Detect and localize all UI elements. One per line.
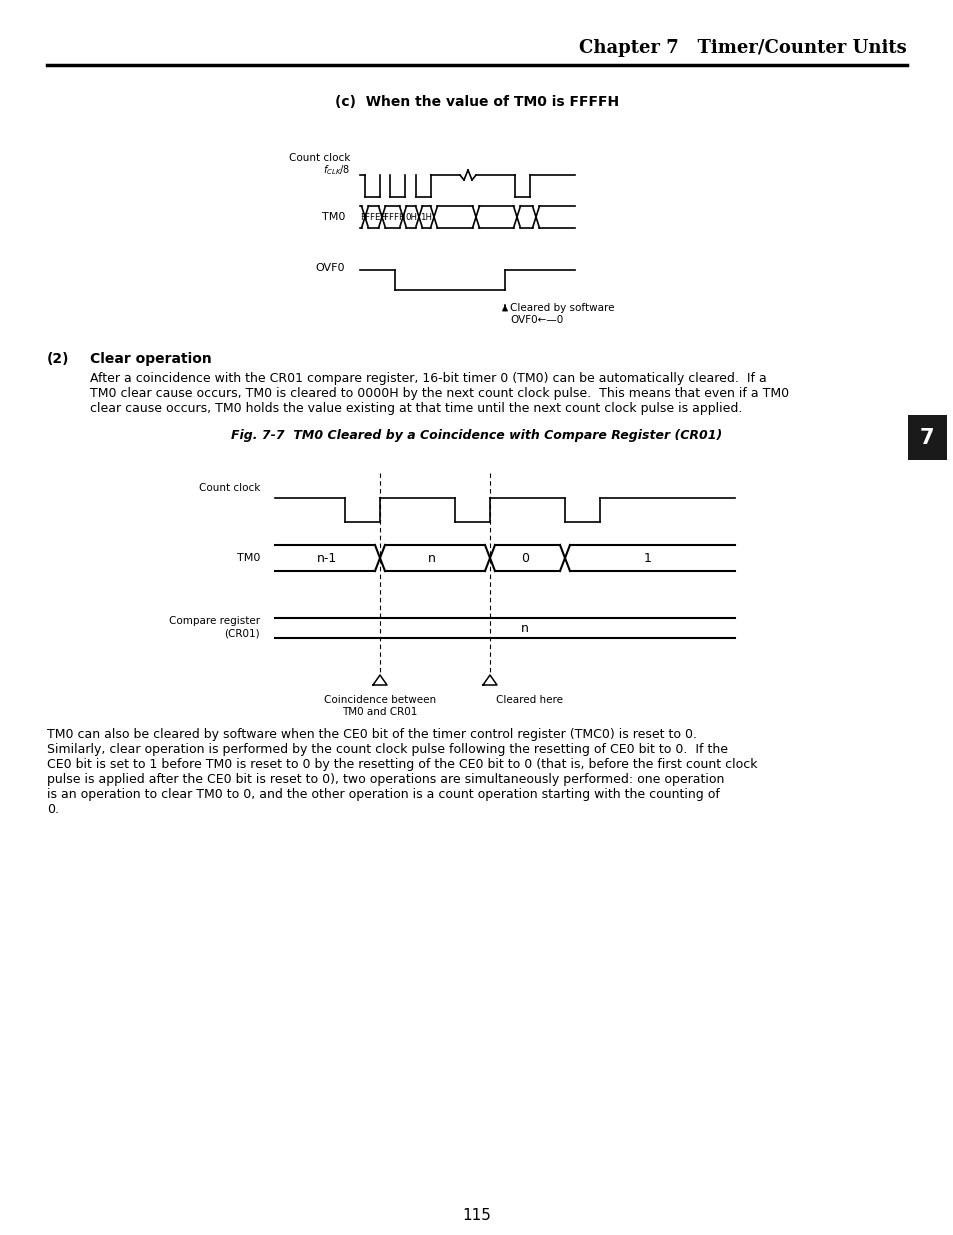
Text: 1: 1	[643, 552, 651, 564]
Text: FFFEH: FFFEH	[360, 212, 387, 221]
Text: Clear operation: Clear operation	[90, 352, 212, 366]
Text: 0.: 0.	[47, 803, 59, 816]
Text: Count clock: Count clock	[198, 483, 260, 493]
Text: TM0 and CR01: TM0 and CR01	[342, 706, 417, 718]
Text: TM0 can also be cleared by software when the CE0 bit of the timer control regist: TM0 can also be cleared by software when…	[47, 727, 697, 741]
Text: Compare register: Compare register	[169, 616, 260, 626]
Text: $f_{CLK}$/8: $f_{CLK}$/8	[323, 163, 350, 177]
Text: Fig. 7-7  TM0 Cleared by a Coincidence with Compare Register (CR01): Fig. 7-7 TM0 Cleared by a Coincidence wi…	[232, 429, 721, 441]
Text: Chapter 7   Timer/Counter Units: Chapter 7 Timer/Counter Units	[578, 40, 906, 57]
Text: TM0 clear cause occurs, TM0 is cleared to 0000H by the next count clock pulse.  : TM0 clear cause occurs, TM0 is cleared t…	[90, 387, 788, 400]
Text: TM0: TM0	[236, 553, 260, 563]
Text: n-1: n-1	[316, 552, 336, 564]
Text: Count clock: Count clock	[289, 153, 350, 163]
Text: is an operation to clear TM0 to 0, and the other operation is a count operation : is an operation to clear TM0 to 0, and t…	[47, 788, 720, 802]
Text: pulse is applied after the CE0 bit is reset to 0), two operations are simultaneo: pulse is applied after the CE0 bit is re…	[47, 773, 723, 785]
Text: (CR01): (CR01)	[224, 629, 260, 638]
Text: (c)  When the value of TM0 is FFFFH: (c) When the value of TM0 is FFFFH	[335, 95, 618, 109]
Text: Similarly, clear operation is performed by the count clock pulse following the r: Similarly, clear operation is performed …	[47, 743, 727, 756]
Text: 0H: 0H	[405, 212, 416, 221]
Text: After a coincidence with the CR01 compare register, 16-bit timer 0 (TM0) can be : After a coincidence with the CR01 compar…	[90, 372, 766, 385]
FancyBboxPatch shape	[907, 415, 946, 459]
Text: n: n	[428, 552, 436, 564]
Text: n: n	[520, 621, 528, 635]
Text: OVF0←—0: OVF0←—0	[510, 315, 562, 325]
Text: FFFFH: FFFFH	[378, 212, 405, 221]
Text: CE0 bit is set to 1 before TM0 is reset to 0 by the resetting of the CE0 bit to : CE0 bit is set to 1 before TM0 is reset …	[47, 758, 757, 771]
Text: Cleared by software: Cleared by software	[510, 303, 614, 312]
Text: OVF0: OVF0	[315, 263, 345, 273]
Text: Cleared here: Cleared here	[496, 695, 562, 705]
Text: 115: 115	[462, 1208, 491, 1223]
Text: 7: 7	[919, 427, 933, 447]
Text: 0: 0	[520, 552, 529, 564]
Text: (2): (2)	[47, 352, 70, 366]
Text: 1H: 1H	[419, 212, 432, 221]
Text: TM0: TM0	[321, 212, 345, 222]
Text: clear cause occurs, TM0 holds the value existing at that time until the next cou: clear cause occurs, TM0 holds the value …	[90, 403, 741, 415]
Text: Coincidence between: Coincidence between	[324, 695, 436, 705]
